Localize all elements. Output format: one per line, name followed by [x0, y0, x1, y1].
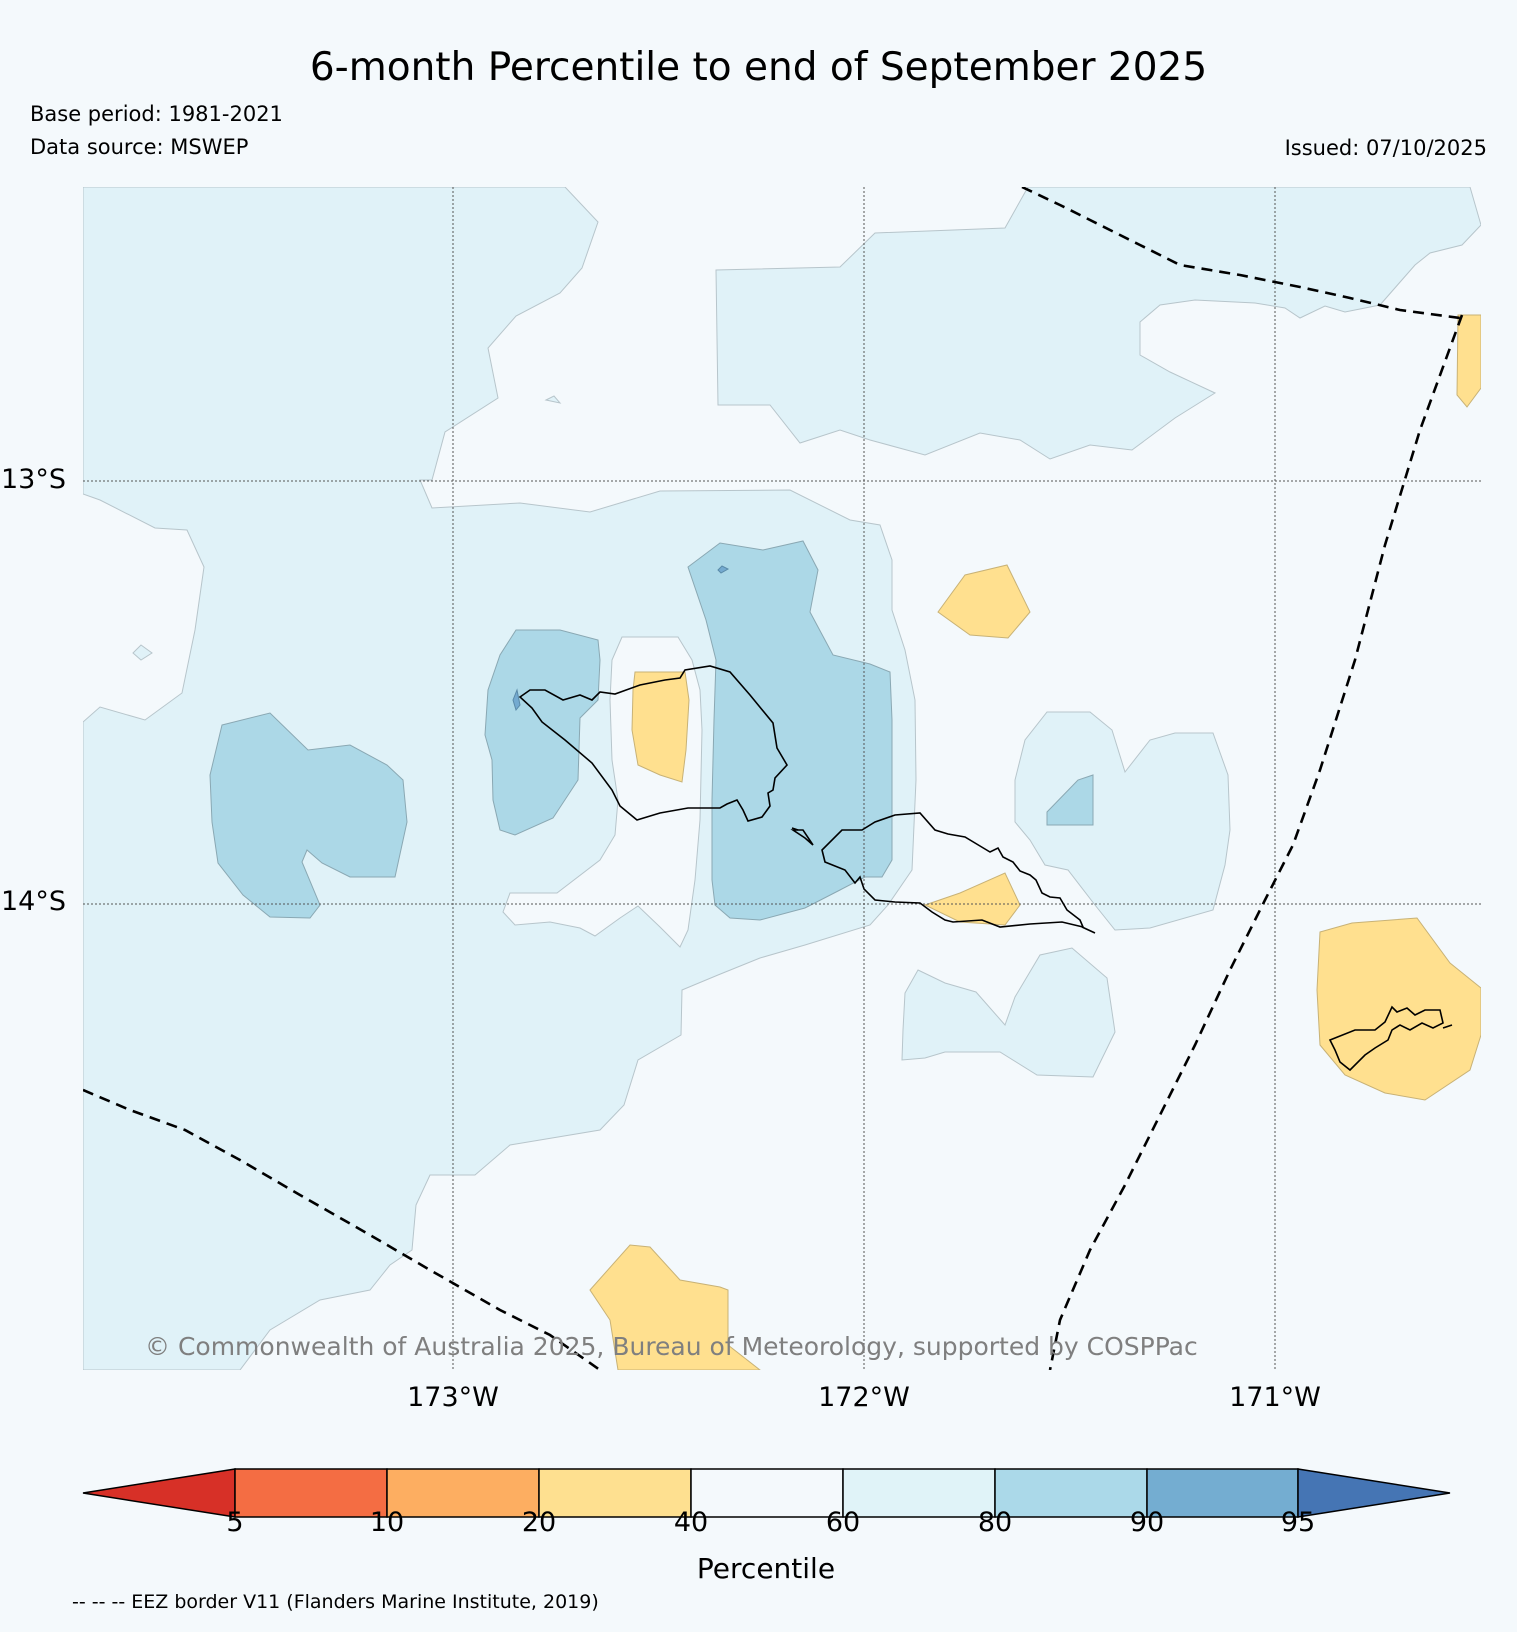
region-90-95-west	[209, 712, 408, 919]
colorbar-tick-60: 60	[825, 1507, 861, 1538]
colorbar-bin-90-95	[1146, 1468, 1299, 1518]
colorbar-tick-40: 40	[673, 1507, 709, 1538]
region-80-90-north	[715, 187, 1481, 460]
lon-label-173w: 173°W	[407, 1382, 499, 1413]
region-20-40-center	[631, 671, 690, 783]
lon-label-171w: 171°W	[1229, 1382, 1321, 1413]
region-90-95-center	[687, 540, 893, 921]
lon-label-172w: 172°W	[818, 1382, 910, 1413]
colorbar-label: Percentile	[696, 1552, 836, 1585]
coastline-savaii	[518, 665, 788, 822]
colorbar-tick-10: 10	[369, 1507, 405, 1538]
region-20-40-tutuila	[1316, 917, 1481, 1101]
colorbar-tick-95: 95	[1280, 1507, 1316, 1538]
region-20-40-corner	[1456, 314, 1481, 408]
lat-label-13s: 13°S	[1, 464, 66, 495]
base-period-text: Base period: 1981-2021	[30, 102, 283, 126]
colorbar	[82, 1468, 1451, 1518]
coastline-tutuila	[1328, 1005, 1444, 1072]
colorbar-tick-5: 5	[226, 1507, 244, 1538]
lat-label-14s: 14°S	[1, 886, 66, 917]
colorbar-bin-10-20	[386, 1468, 540, 1518]
region-20-40-south	[589, 1244, 761, 1370]
region-20-40-north-east	[937, 564, 1031, 639]
eez-border	[83, 187, 1464, 1370]
region-80-90-south	[901, 947, 1116, 1078]
colorbar-bin-5-10	[234, 1468, 388, 1518]
data-source-text: Data source: MSWEP	[30, 135, 249, 159]
map-title: 6-month Percentile to end of September 2…	[309, 45, 1208, 90]
coastline-manono	[790, 829, 814, 846]
colorbar-tick-80: 80	[977, 1507, 1013, 1538]
region-above-95-speck-b	[512, 688, 521, 712]
region-80-90-speck	[132, 644, 153, 661]
region-80-90-east-island	[1014, 711, 1231, 931]
region-above-95-speck-a	[717, 565, 730, 574]
region-90-95-center-west	[484, 629, 601, 836]
issued-date-text: Issued: 07/10/2025	[1284, 136, 1487, 160]
colorbar-bin-20-40	[538, 1468, 692, 1518]
colorbar-tick-20: 20	[521, 1507, 557, 1538]
graticule	[83, 187, 1481, 1370]
copyright-watermark: © Commonwealth of Australia 2025, Bureau…	[145, 1332, 1198, 1361]
region-80-90-speck-north	[544, 395, 562, 404]
eez-legend-note: -- -- -- EEZ border V11 (Flanders Marine…	[72, 1591, 599, 1613]
colorbar-bin-40-60	[690, 1468, 844, 1518]
colorbar-bin-60-80	[842, 1468, 996, 1518]
colorbar-tick-90: 90	[1129, 1507, 1165, 1538]
coastline-upolu	[821, 812, 1085, 929]
region-90-95-east	[1046, 774, 1094, 826]
coastlines	[518, 665, 1453, 1072]
colorbar-extend-high	[1297, 1468, 1451, 1518]
